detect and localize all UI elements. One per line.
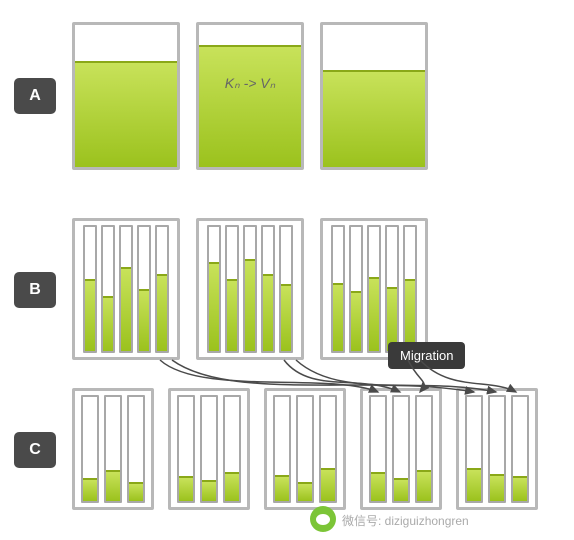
fill-level [405,279,415,351]
container-b [196,218,304,360]
row-label-c: C [14,432,56,468]
container-a: Kₙ -> Vₙ [196,22,304,170]
fill-level [106,470,120,501]
fill-level [490,474,504,501]
fill-level [513,476,527,501]
fill-level [275,475,289,501]
container-a [320,22,428,170]
fill-level [333,283,343,351]
row-label-a: A [14,78,56,114]
slot [127,395,145,503]
fill-level [394,478,408,501]
slot [385,225,399,353]
slot [415,395,433,503]
slot [367,225,381,353]
fill-level [417,470,431,501]
migration-badge: Migration [388,342,465,369]
slot [488,395,506,503]
kv-notation-text: Kₙ -> Vₙ [199,75,301,92]
fill-level [139,289,149,351]
slot [223,395,241,503]
slot [331,225,345,353]
slot [296,395,314,503]
slot [101,225,115,353]
slot [349,225,363,353]
fill-level [369,277,379,351]
slot [155,225,169,353]
fill-level [103,296,113,351]
slot [403,225,417,353]
fill-level [281,284,291,351]
row-label-b: B [14,272,56,308]
fill-level [351,291,361,351]
slot [81,395,99,503]
fill-level [199,45,301,167]
container-a [72,22,180,170]
slot [511,395,529,503]
slot [243,225,257,353]
fill-level [179,476,193,501]
container-b [72,218,180,360]
fill-level [321,468,335,501]
slot [207,225,221,353]
slot [369,395,387,503]
slot [225,225,239,353]
fill-level [121,267,131,351]
fill-level [209,262,219,351]
slot [137,225,151,353]
watermark-text: 微信号: diziguizhongren [342,512,469,529]
slot [273,395,291,503]
fill-level [225,472,239,501]
container-c [72,388,154,510]
fill-level [157,274,167,351]
slot [279,225,293,353]
fill-level [467,468,481,501]
slot [465,395,483,503]
container-c [264,388,346,510]
wechat-icon [310,506,336,532]
slot [104,395,122,503]
slot [177,395,195,503]
slot [319,395,337,503]
fill-level [227,279,237,351]
fill-level [83,478,97,501]
fill-level [75,61,177,168]
container-b [320,218,428,360]
slot [392,395,410,503]
fill-level [85,279,95,351]
slot [200,395,218,503]
fill-level [298,482,312,501]
fill-level [323,70,425,167]
container-c [168,388,250,510]
fill-level [245,259,255,351]
fill-level [129,482,143,501]
container-c [360,388,442,510]
container-c [456,388,538,510]
slot [261,225,275,353]
slot [119,225,133,353]
fill-level [263,274,273,351]
fill-level [202,480,216,501]
slot [83,225,97,353]
fill-level [371,472,385,501]
